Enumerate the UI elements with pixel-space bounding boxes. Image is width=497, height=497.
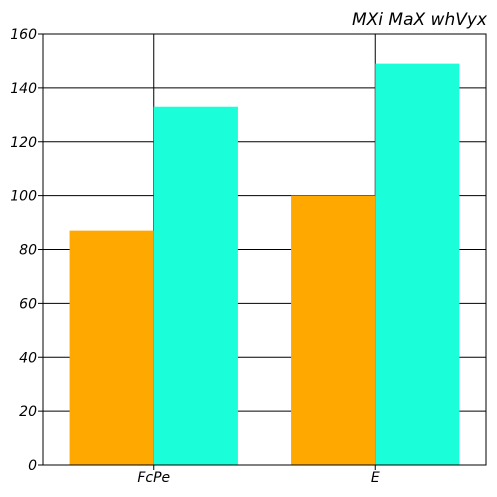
y-tick-label: 140 (10, 81, 37, 97)
y-tick-label: 40 (19, 350, 37, 366)
y-tick-label: 100 (10, 189, 37, 205)
bar-series-1-E (291, 195, 376, 465)
x-axis-labels: FcPe E (137, 465, 380, 486)
y-tick-label: 120 (10, 135, 37, 151)
bar-series-2-FcPe (153, 106, 238, 465)
x-category-label: E (371, 470, 380, 486)
bar-series-2-E (375, 63, 460, 465)
y-axis-ticks: 0 20 40 60 80 100 120 140 160 (10, 27, 43, 474)
bars (69, 63, 460, 465)
y-tick-label: 20 (19, 404, 37, 420)
y-tick-label: 80 (19, 243, 37, 259)
chart-title: MXi MaX whVyx (352, 10, 488, 30)
y-tick-label: 60 (19, 296, 37, 312)
y-tick-label: 0 (28, 458, 37, 474)
plot-frame (42, 33, 487, 466)
bar-series-1-FcPe (69, 230, 154, 465)
x-category-label: FcPe (137, 470, 170, 486)
y-tick-label: 160 (10, 27, 37, 43)
